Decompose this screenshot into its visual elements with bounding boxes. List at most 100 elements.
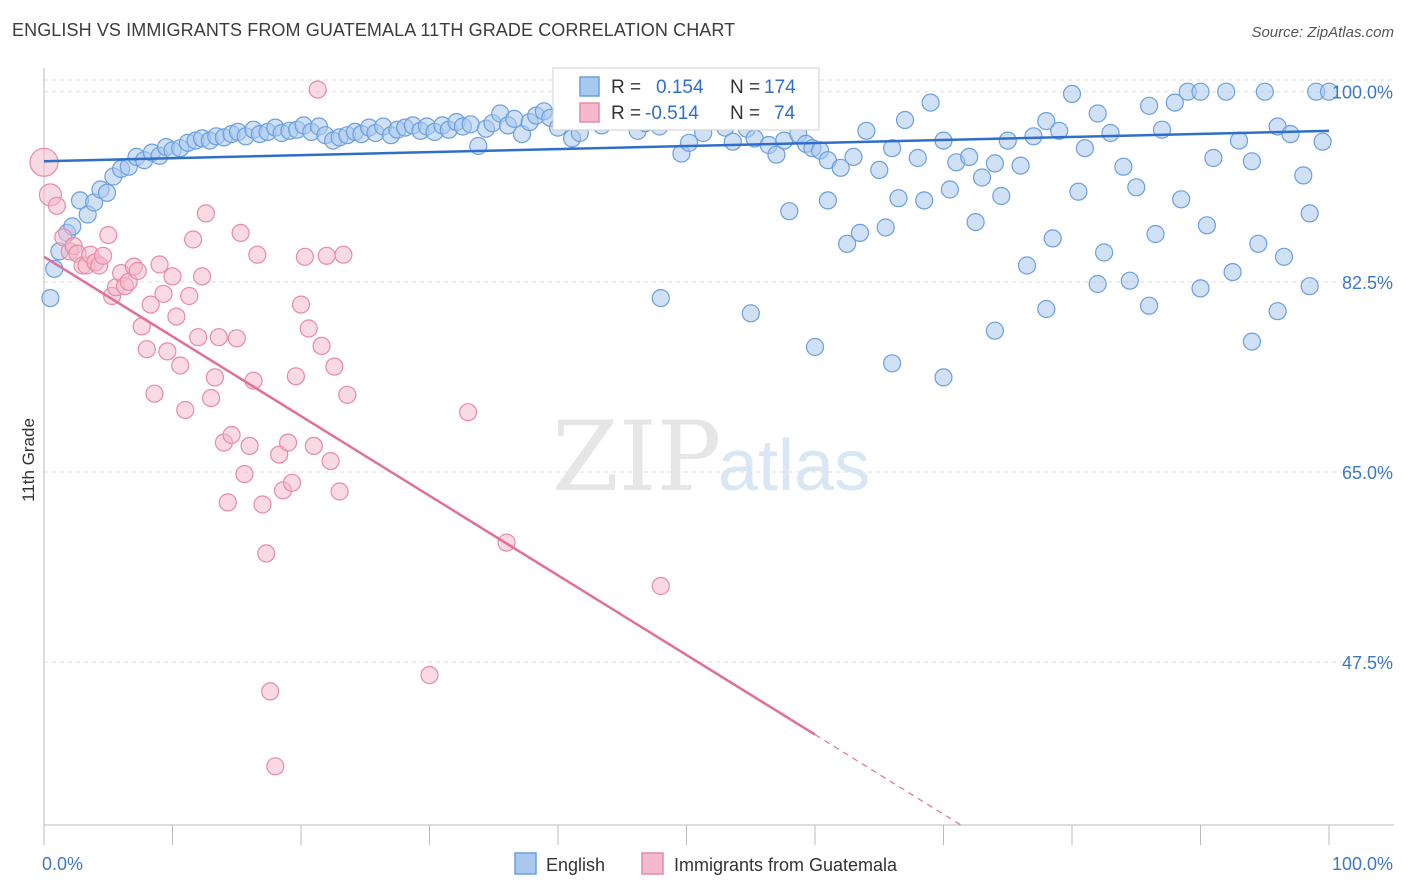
guatemala-point-61 [304, 436, 323, 455]
english-point-166 [1223, 263, 1242, 282]
guatemala-point-52 [266, 757, 285, 776]
english-point-162 [1120, 271, 1139, 290]
guatemala-point-59 [295, 247, 314, 266]
guatemala-point-0 [29, 147, 59, 177]
guatemala-point-12 [93, 246, 113, 265]
english-point-151 [850, 223, 870, 242]
english-point-95 [723, 132, 742, 151]
legend-label-guatemala: Immigrants from Guatemala [674, 855, 898, 875]
guatemala-point-38 [205, 368, 224, 387]
english-point-59 [461, 115, 480, 134]
english-point-110 [844, 147, 863, 166]
guatemala-point-30 [171, 356, 190, 375]
guatemala-point-29 [167, 307, 186, 326]
guatemala-point-46 [240, 436, 259, 455]
y-tick-label-0: 47.5% [1342, 653, 1393, 673]
english-point-123 [1011, 156, 1030, 175]
guatemala-point-50 [257, 544, 276, 563]
english-point-167 [1249, 234, 1268, 253]
english-point-157 [992, 186, 1011, 206]
english-point-168 [1274, 247, 1294, 266]
guatemala-point-66 [325, 357, 344, 376]
english-point-133 [1139, 96, 1159, 115]
guatemala-point-27 [158, 342, 177, 361]
english-point-145 [1294, 166, 1313, 185]
guatemala-trend-line [43, 255, 816, 736]
guatemala-point-51 [261, 682, 280, 701]
guatemala-point-67 [330, 482, 349, 501]
guatemala-point-56 [282, 473, 302, 492]
trend-lines [43, 129, 1330, 826]
english-point-109 [831, 158, 850, 177]
stats-n-value-guatemala: 74 [774, 103, 796, 124]
english-point-158 [1017, 256, 1037, 275]
english-point-101 [767, 145, 786, 164]
stats-r-value-english: 0.154 [656, 77, 704, 98]
english-point-9 [97, 183, 117, 202]
english-point-159 [1043, 229, 1062, 248]
english-point-141 [1242, 152, 1262, 171]
guatemala-point-28 [163, 267, 182, 286]
guatemala-point-23 [141, 295, 160, 314]
guatemala-point-64 [317, 246, 336, 265]
guatemala-point-45 [235, 465, 254, 484]
guatemala-point-55 [279, 433, 298, 452]
x-tick-label-0: 0.0% [42, 854, 83, 874]
english-point-144 [1281, 125, 1300, 144]
guatemala-point-41 [218, 493, 237, 512]
english-point-142 [1255, 82, 1274, 101]
english-point-161 [1094, 243, 1114, 262]
guatemala-point-34 [189, 328, 208, 347]
x-tick-label-1: 100.0% [1332, 854, 1393, 874]
guatemala-point-62 [308, 80, 327, 99]
guatemala-point-26 [154, 284, 173, 303]
guatemala-point-58 [291, 295, 311, 314]
english-point-119 [960, 147, 979, 166]
guatemala-point-31 [176, 400, 195, 420]
guatemala-point-36 [196, 204, 215, 223]
guatemala-point-13 [99, 226, 118, 245]
stats-n-value-english: 174 [764, 77, 796, 98]
guatemala-point-65 [321, 452, 340, 471]
english-point-137 [1191, 82, 1210, 101]
english-point-148 [780, 202, 799, 221]
guatemala-points [29, 80, 670, 776]
english-point-140 [1229, 131, 1249, 150]
guatemala-point-20 [128, 261, 147, 281]
english-point-174 [934, 368, 953, 387]
guatemala-point-24 [145, 384, 164, 403]
english-point-130 [1101, 123, 1120, 143]
guatemala-point-49 [253, 495, 272, 514]
guatemala-point-37 [202, 389, 221, 408]
english-point-120 [972, 168, 992, 187]
guatemala-point-71 [459, 403, 478, 422]
legend-label-english: English [546, 855, 605, 875]
english-point-156 [966, 213, 985, 232]
english-point-65 [505, 109, 524, 129]
english-point-127 [1062, 84, 1082, 104]
guatemala-point-69 [338, 385, 357, 404]
grid-lines [44, 79, 1394, 663]
english-point-135 [1165, 93, 1184, 112]
english-point-164 [1172, 190, 1191, 209]
stats-n-label-english: N = [730, 77, 760, 98]
stats-n-label-guatemala: N = [730, 103, 760, 124]
watermark-zip: ZIP [552, 401, 721, 513]
stats-swatch-guatemala [579, 102, 600, 123]
english-point-170 [651, 289, 670, 308]
legend: English Immigrants from Guatemala [514, 852, 898, 875]
english-point-114 [895, 110, 915, 130]
english-point-138 [1204, 148, 1223, 168]
x-tick-labels: 0.0% 100.0% [42, 854, 1393, 874]
english-point-152 [876, 218, 895, 237]
english-point-147 [1319, 82, 1339, 101]
guatemala-point-73 [651, 576, 670, 596]
english-point-116 [921, 93, 940, 112]
english-point-175 [985, 321, 1005, 340]
english-point-124 [1024, 127, 1043, 146]
english-point-128 [1075, 139, 1095, 158]
stats-swatch-english [579, 76, 600, 97]
english-point-125 [1037, 111, 1056, 131]
english-point-180 [1242, 332, 1262, 351]
english-point-165 [1197, 216, 1217, 235]
